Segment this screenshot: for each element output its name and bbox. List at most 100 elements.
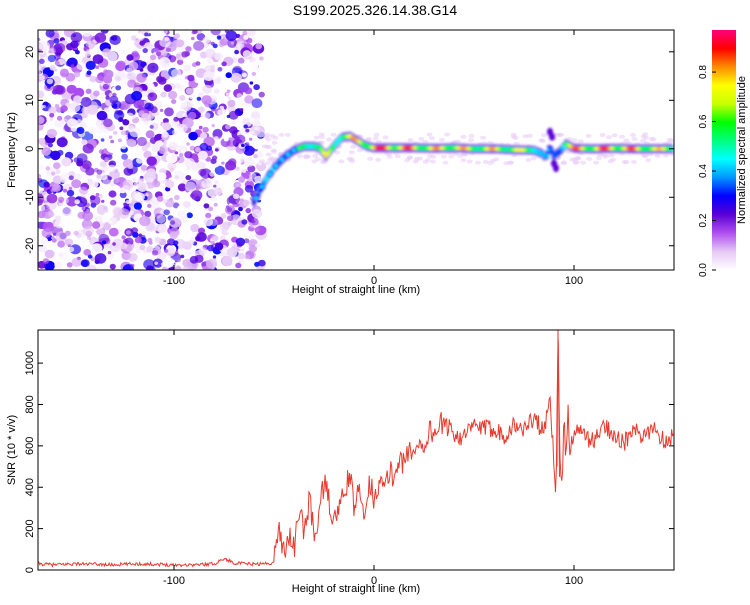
noise-blob bbox=[216, 35, 222, 40]
noise-blob bbox=[186, 212, 193, 219]
noise-blob bbox=[244, 185, 254, 193]
noise-blob bbox=[165, 180, 175, 189]
noise-blob bbox=[38, 173, 42, 179]
halo-blob bbox=[271, 140, 278, 145]
halo-blob bbox=[530, 156, 537, 161]
noise-blob bbox=[46, 78, 54, 85]
noise-blob bbox=[105, 95, 110, 100]
noise-blob bbox=[70, 102, 81, 113]
noise-blob bbox=[236, 93, 243, 99]
noise-blob bbox=[139, 215, 151, 227]
noise-blob bbox=[162, 199, 168, 204]
noise-blob bbox=[177, 259, 181, 263]
noise-blob bbox=[203, 203, 210, 209]
spectrogram-y-tick-label: -10 bbox=[24, 189, 36, 205]
ridge-bead-core bbox=[274, 164, 278, 168]
noise-blob bbox=[54, 104, 60, 109]
noise-blob bbox=[40, 237, 48, 245]
snr-x-tick-label: 0 bbox=[371, 575, 377, 587]
noise-blob bbox=[182, 265, 192, 270]
noise-blob bbox=[87, 180, 93, 186]
noise-blob bbox=[198, 247, 207, 255]
snr-y-axis-label: SNR (10 * v/v) bbox=[6, 415, 18, 485]
noise-blob bbox=[251, 98, 263, 109]
noise-blob bbox=[118, 117, 124, 123]
noise-blob bbox=[38, 40, 45, 50]
halo-blob bbox=[480, 135, 487, 140]
noise-blob bbox=[58, 252, 63, 257]
halo-blob bbox=[438, 137, 445, 142]
noise-blob bbox=[193, 40, 205, 51]
noise-blob bbox=[122, 119, 130, 126]
noise-blob bbox=[227, 221, 232, 227]
noise-blob bbox=[133, 182, 138, 187]
noise-blob bbox=[140, 90, 149, 98]
noise-blob bbox=[254, 227, 260, 233]
halo-blob bbox=[278, 132, 285, 137]
noise-blob bbox=[108, 227, 119, 237]
halo-blob bbox=[525, 157, 532, 162]
noise-blob bbox=[179, 100, 188, 108]
noise-blob bbox=[138, 233, 143, 237]
noise-blob bbox=[51, 236, 55, 240]
noise-blob bbox=[203, 217, 214, 227]
noise-blob bbox=[149, 125, 154, 129]
noise-blob bbox=[109, 34, 121, 46]
noise-blob bbox=[55, 231, 67, 242]
halo-blob bbox=[577, 139, 584, 144]
noise-blob bbox=[201, 95, 212, 105]
noise-blob bbox=[162, 122, 172, 131]
ridge-core bbox=[547, 145, 553, 150]
snr-x-axis-label: Height of straight line (km) bbox=[292, 583, 420, 595]
noise-blob bbox=[99, 141, 108, 149]
halo-blob bbox=[330, 132, 337, 137]
halo-blob bbox=[585, 133, 592, 138]
halo-blob bbox=[367, 156, 374, 161]
noise-blob bbox=[80, 173, 84, 177]
noise-blob bbox=[146, 156, 157, 166]
noise-blob bbox=[125, 199, 131, 204]
noise-blob bbox=[98, 149, 104, 154]
noise-blob bbox=[42, 258, 50, 264]
halo-blob bbox=[487, 161, 494, 166]
noise-blob bbox=[108, 135, 113, 139]
noise-blob bbox=[38, 90, 45, 99]
noise-blob bbox=[148, 241, 153, 245]
halo-blob bbox=[394, 154, 401, 159]
halo-blob bbox=[313, 135, 320, 140]
noise-blob bbox=[168, 141, 179, 151]
noise-blob bbox=[95, 192, 100, 197]
noise-blob bbox=[194, 78, 200, 84]
halo-blob bbox=[506, 160, 513, 165]
halo-blob bbox=[460, 158, 467, 163]
snr-y-tick-label: 800 bbox=[24, 395, 36, 413]
halo-blob bbox=[605, 135, 612, 140]
noise-blob bbox=[49, 117, 54, 121]
noise-blob bbox=[126, 138, 137, 148]
ridge-core bbox=[545, 150, 551, 155]
snr-y-tick-label: 600 bbox=[24, 437, 36, 455]
halo-blob bbox=[338, 159, 345, 164]
noise-blob bbox=[136, 136, 147, 147]
noise-blob bbox=[70, 64, 75, 68]
ridge-disturbance bbox=[549, 132, 555, 141]
noise-blob bbox=[242, 169, 247, 173]
noise-blob bbox=[139, 68, 144, 72]
noise-blob bbox=[220, 213, 227, 219]
noise-blob bbox=[110, 199, 117, 206]
noise-blob bbox=[247, 30, 255, 37]
noise-blob bbox=[159, 108, 164, 112]
noise-blob bbox=[161, 131, 169, 138]
noise-blob bbox=[71, 257, 82, 267]
noise-blob bbox=[42, 104, 46, 109]
halo-blob bbox=[264, 132, 271, 137]
noise-blob bbox=[88, 127, 97, 134]
ridge-core bbox=[543, 155, 549, 160]
colorbar: 0.0 0.2 0.4 0.6 0.8 Normalized spectral ampl… bbox=[698, 30, 748, 277]
noise-blob bbox=[133, 46, 138, 51]
halo-blob bbox=[457, 153, 464, 158]
noise-blob bbox=[237, 97, 246, 105]
noise-blob bbox=[205, 48, 216, 59]
noise-blob bbox=[244, 87, 253, 95]
noise-blob bbox=[237, 57, 245, 64]
